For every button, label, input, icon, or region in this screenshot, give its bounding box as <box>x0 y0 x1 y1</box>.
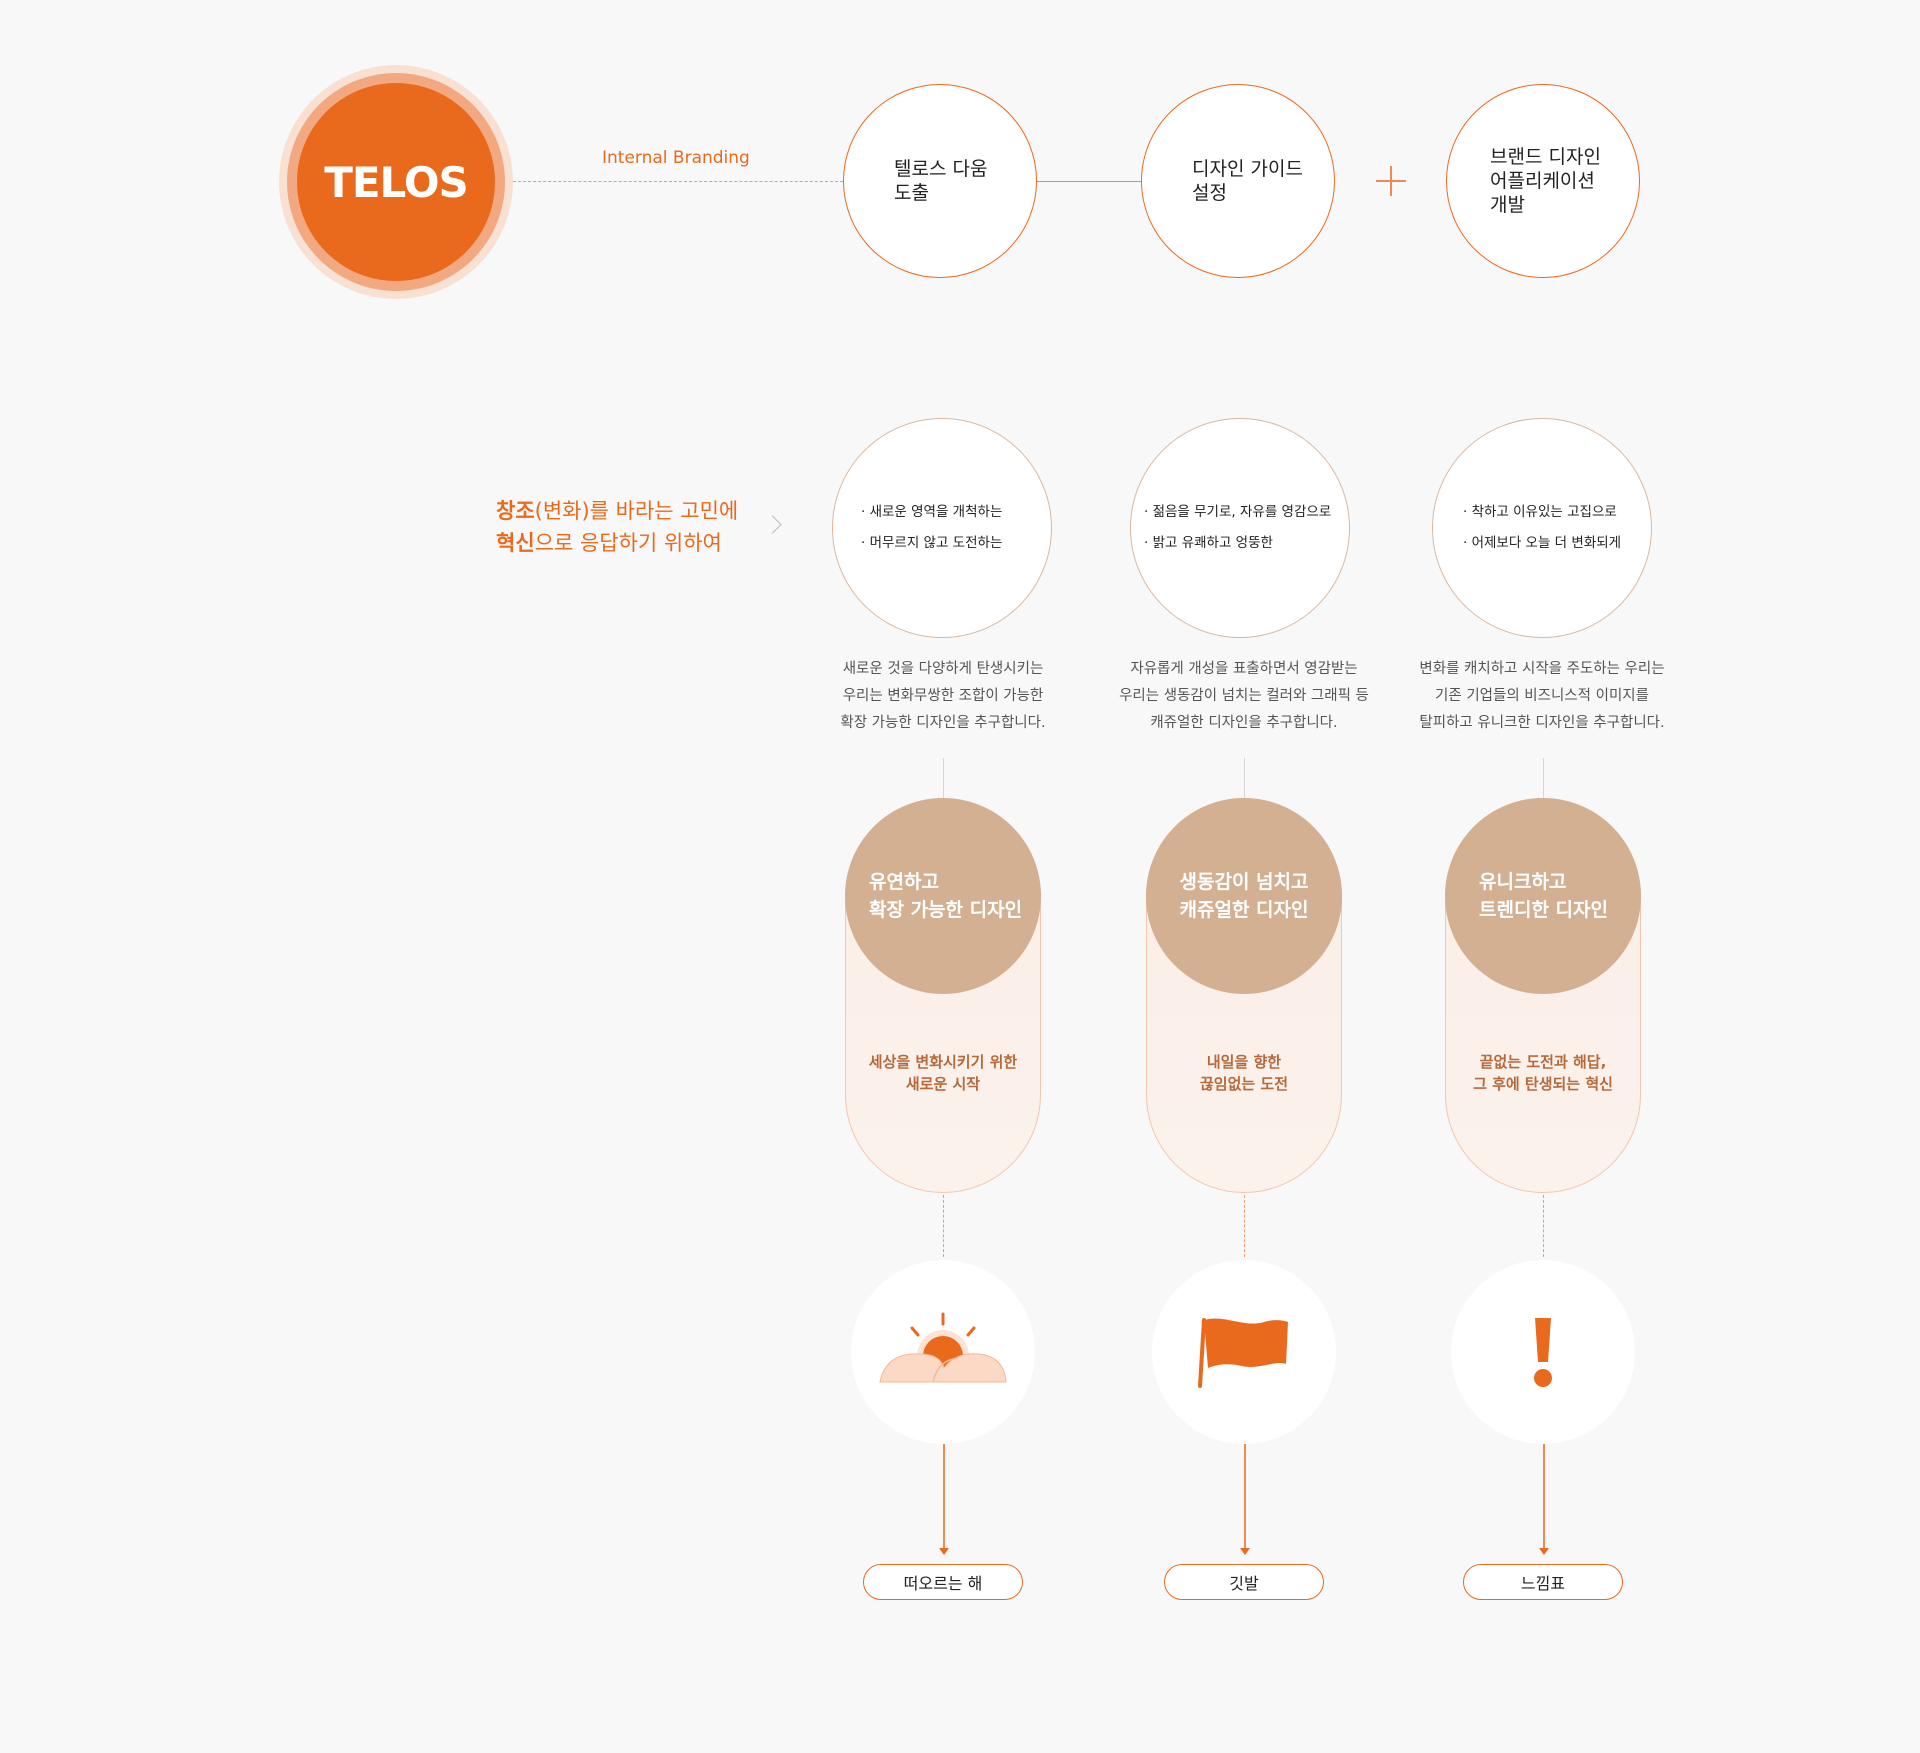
description-line: 우리는 생동감이 넘치는 컬러와 그래픽 등 <box>1119 688 1369 704</box>
mission-text: 으로 응답하기 위하여 <box>534 531 722 555</box>
keyword-circle-1: 유연하고 확장 가능한 디자인 <box>845 798 1041 994</box>
divider-line <box>1543 758 1544 798</box>
tagline-line: 새로운 시작 <box>905 1075 981 1093</box>
step-label: 텔로스 다움 도출 <box>894 158 988 204</box>
tagline-3: 끝없는 도전과 해답, 그 후에 탄생되는 혁신 <box>1445 1051 1641 1095</box>
mission-statement: 창조(변화)를 바라는 고민에 혁신으로 응답하기 위하여 <box>496 495 738 559</box>
description-1: 새로운 것을 다양하게 탄생시키는 우리는 변화무쌍한 조합이 가능한 확장 가… <box>798 656 1088 737</box>
symbol-text: 깃발 <box>1229 1574 1259 1593</box>
icon-circle-1 <box>851 1260 1035 1444</box>
description-line: 캐쥬얼한 디자인을 추구합니다. <box>1150 715 1338 731</box>
value-item: · 새로운 영역을 개척하는 <box>861 504 1003 520</box>
divider-line <box>1244 758 1245 798</box>
keyword-line: 확장 가능한 디자인 <box>869 899 1023 921</box>
value-item: · 머무르지 않고 도전하는 <box>861 535 1003 551</box>
tagline-line: 끝없는 도전과 해답, <box>1479 1053 1607 1071</box>
tagline-line: 끊임없는 도전 <box>1199 1075 1289 1093</box>
description-2: 자유롭게 개성을 표출하면서 영감받는 우리는 생동감이 넘치는 컬러와 그래픽… <box>1098 656 1390 737</box>
value-item: · 착하고 이유있는 고집으로 <box>1463 504 1617 520</box>
step-circle-3: 브랜드 디자인 어플리케이션 개발 <box>1446 84 1640 278</box>
step-label: 디자인 가이드 설정 <box>1192 158 1303 204</box>
flag-icon <box>1198 1318 1288 1388</box>
arrow-down-icon <box>939 1548 949 1555</box>
description-line: 우리는 변화무쌍한 조합이 가능한 <box>842 688 1044 704</box>
value-item: · 젊음을 무기로, 자유를 영감으로 <box>1144 504 1332 520</box>
step-circle-2: 디자인 가이드 설정 <box>1141 84 1335 278</box>
icon-circle-3 <box>1451 1260 1635 1444</box>
value-item: · 어제보다 오늘 더 변화되게 <box>1463 535 1622 551</box>
description-line: 변화를 캐치하고 시작을 주도하는 우리는 <box>1419 661 1665 677</box>
chevron-right-icon <box>763 515 782 534</box>
connector-label: Internal Branding <box>602 148 750 168</box>
tagline-line: 그 후에 탄생되는 혁신 <box>1473 1075 1613 1093</box>
step-circle-1: 텔로스 다움 도출 <box>843 84 1037 278</box>
telos-logo: TELOS <box>297 83 495 281</box>
plus-icon <box>1376 180 1406 182</box>
keyword-line: 캐쥬얼한 디자인 <box>1179 899 1309 921</box>
description-line: 새로운 것을 다양하게 탄생시키는 <box>842 661 1044 677</box>
keyword-circle-2: 생동감이 넘치고 캐쥬얼한 디자인 <box>1146 798 1342 994</box>
divider-line <box>943 758 944 798</box>
value-circle-2: · 젊음을 무기로, 자유를 영감으로 · 밝고 유쾌하고 엉뚱한 <box>1130 418 1350 638</box>
description-line: 탈피하고 유니크한 디자인을 추구합니다. <box>1419 715 1665 731</box>
value-circle-3: · 착하고 이유있는 고집으로 · 어제보다 오늘 더 변화되게 <box>1432 418 1652 638</box>
arrow-line <box>1543 1444 1545 1548</box>
description-line: 기존 기업들의 비즈니스적 이미지를 <box>1435 688 1649 704</box>
icon-circle-2 <box>1152 1260 1336 1444</box>
rising-sun-icon <box>879 1312 1007 1383</box>
arrow-down-icon <box>1539 1548 1549 1555</box>
connector-dashed <box>1543 1195 1544 1257</box>
keyword-line: 유니크하고 <box>1479 871 1567 893</box>
description-3: 변화를 캐치하고 시작을 주도하는 우리는 기존 기업들의 비즈니스적 이미지를… <box>1397 656 1687 737</box>
connector-dashed <box>1244 1195 1245 1257</box>
value-item: · 밝고 유쾌하고 엉뚱한 <box>1144 535 1273 551</box>
tagline-1: 세상을 변화시키기 위한 새로운 시작 <box>845 1051 1041 1095</box>
mission-keyword: 혁신 <box>496 531 535 555</box>
symbol-text: 느낌표 <box>1520 1574 1566 1593</box>
tagline-line: 내일을 향한 <box>1206 1053 1282 1071</box>
description-line: 자유롭게 개성을 표출하면서 영감받는 <box>1130 661 1358 677</box>
exclamation-icon <box>1534 1318 1552 1387</box>
keyword-line: 트렌디한 디자인 <box>1479 899 1608 921</box>
keyword-circle-3: 유니크하고 트렌디한 디자인 <box>1445 798 1641 994</box>
tagline-2: 내일을 향한 끊임없는 도전 <box>1146 1051 1342 1095</box>
keyword-line: 생동감이 넘치고 <box>1179 871 1309 893</box>
mission-text: (변화)를 바라는 고민에 <box>534 499 739 523</box>
symbol-label-3: 느낌표 <box>1463 1564 1623 1600</box>
connector-dashed <box>943 1195 944 1257</box>
symbol-text: 떠오르는 해 <box>903 1574 983 1593</box>
logo-text: TELOS <box>324 157 469 207</box>
description-line: 확장 가능한 디자인을 추구합니다. <box>840 715 1046 731</box>
arrow-down-icon <box>1240 1548 1250 1555</box>
symbol-label-1: 떠오르는 해 <box>863 1564 1023 1600</box>
connector-dashed <box>513 181 843 182</box>
connector-solid <box>1037 181 1141 182</box>
symbol-label-2: 깃발 <box>1164 1564 1324 1600</box>
arrow-line <box>1244 1444 1246 1548</box>
keyword-line: 유연하고 <box>869 871 939 893</box>
value-circle-1: · 새로운 영역을 개척하는 · 머무르지 않고 도전하는 <box>832 418 1052 638</box>
tagline-line: 세상을 변화시키기 위한 <box>868 1053 1018 1071</box>
step-label: 브랜드 디자인 어플리케이션 개발 <box>1490 146 1601 216</box>
arrow-line <box>943 1444 945 1548</box>
mission-keyword: 창조 <box>496 499 535 523</box>
